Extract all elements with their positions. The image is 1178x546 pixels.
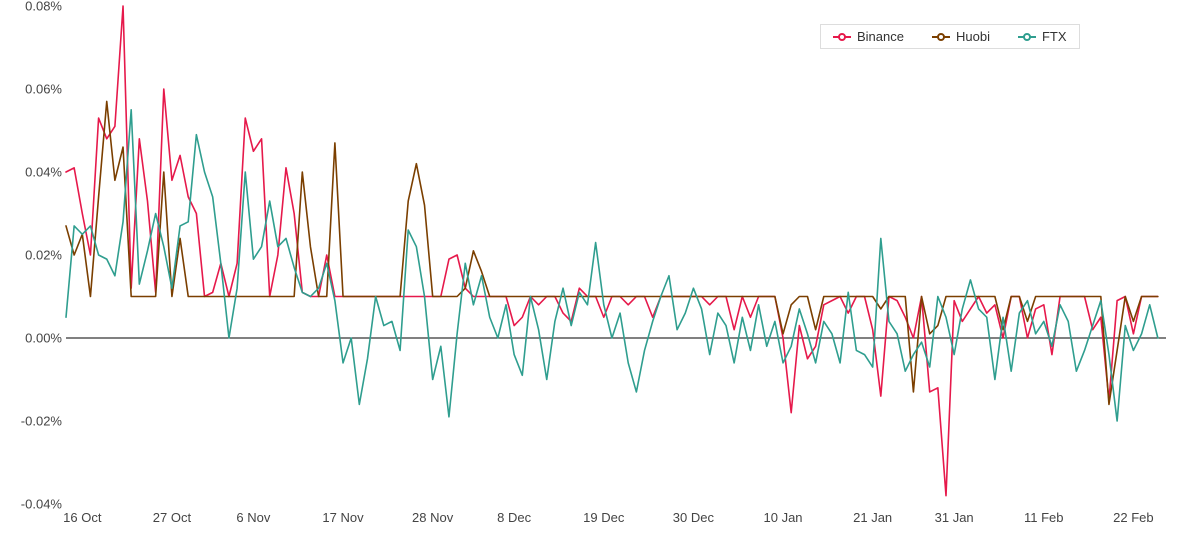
y-tick-label: -0.02% (21, 414, 62, 429)
legend-label: Binance (857, 29, 904, 44)
legend-item-binance[interactable]: Binance (833, 29, 904, 44)
x-tick-label: 16 Oct (63, 510, 101, 525)
series-huobi (66, 101, 1158, 404)
legend-marker-icon (1018, 31, 1036, 43)
x-tick-label: 11 Feb (1024, 510, 1064, 525)
x-tick-label: 19 Dec (583, 510, 624, 525)
plot-area (66, 6, 1166, 504)
y-tick-label: 0.04% (25, 165, 62, 180)
y-tick-label: 0.00% (25, 331, 62, 346)
legend-item-ftx[interactable]: FTX (1018, 29, 1067, 44)
legend-item-huobi[interactable]: Huobi (932, 29, 990, 44)
plot-svg (66, 6, 1166, 504)
y-tick-label: -0.04% (21, 497, 62, 512)
legend-marker-icon (932, 31, 950, 43)
legend-label: Huobi (956, 29, 990, 44)
x-tick-label: 27 Oct (153, 510, 191, 525)
y-tick-label: 0.08% (25, 0, 62, 14)
x-tick-label: 21 Jan (853, 510, 892, 525)
x-tick-label: 17 Nov (322, 510, 363, 525)
series-binance (66, 6, 1158, 496)
x-tick-label: 6 Nov (236, 510, 270, 525)
y-tick-label: 0.06% (25, 82, 62, 97)
x-tick-label: 30 Dec (673, 510, 714, 525)
y-tick-label: 0.02% (25, 248, 62, 263)
legend: Binance Huobi FTX (820, 24, 1080, 49)
x-tick-label: 31 Jan (935, 510, 974, 525)
x-tick-label: 10 Jan (764, 510, 803, 525)
x-tick-label: 8 Dec (497, 510, 531, 525)
funding-rate-chart: -0.04% -0.02% 0.00% 0.02% 0.04% 0.06% 0.08% 16… (0, 0, 1178, 546)
x-tick-label: 28 Nov (412, 510, 453, 525)
x-tick-label: 22 Feb (1113, 510, 1153, 525)
legend-label: FTX (1042, 29, 1067, 44)
legend-marker-icon (833, 31, 851, 43)
series-ftx (66, 110, 1158, 421)
